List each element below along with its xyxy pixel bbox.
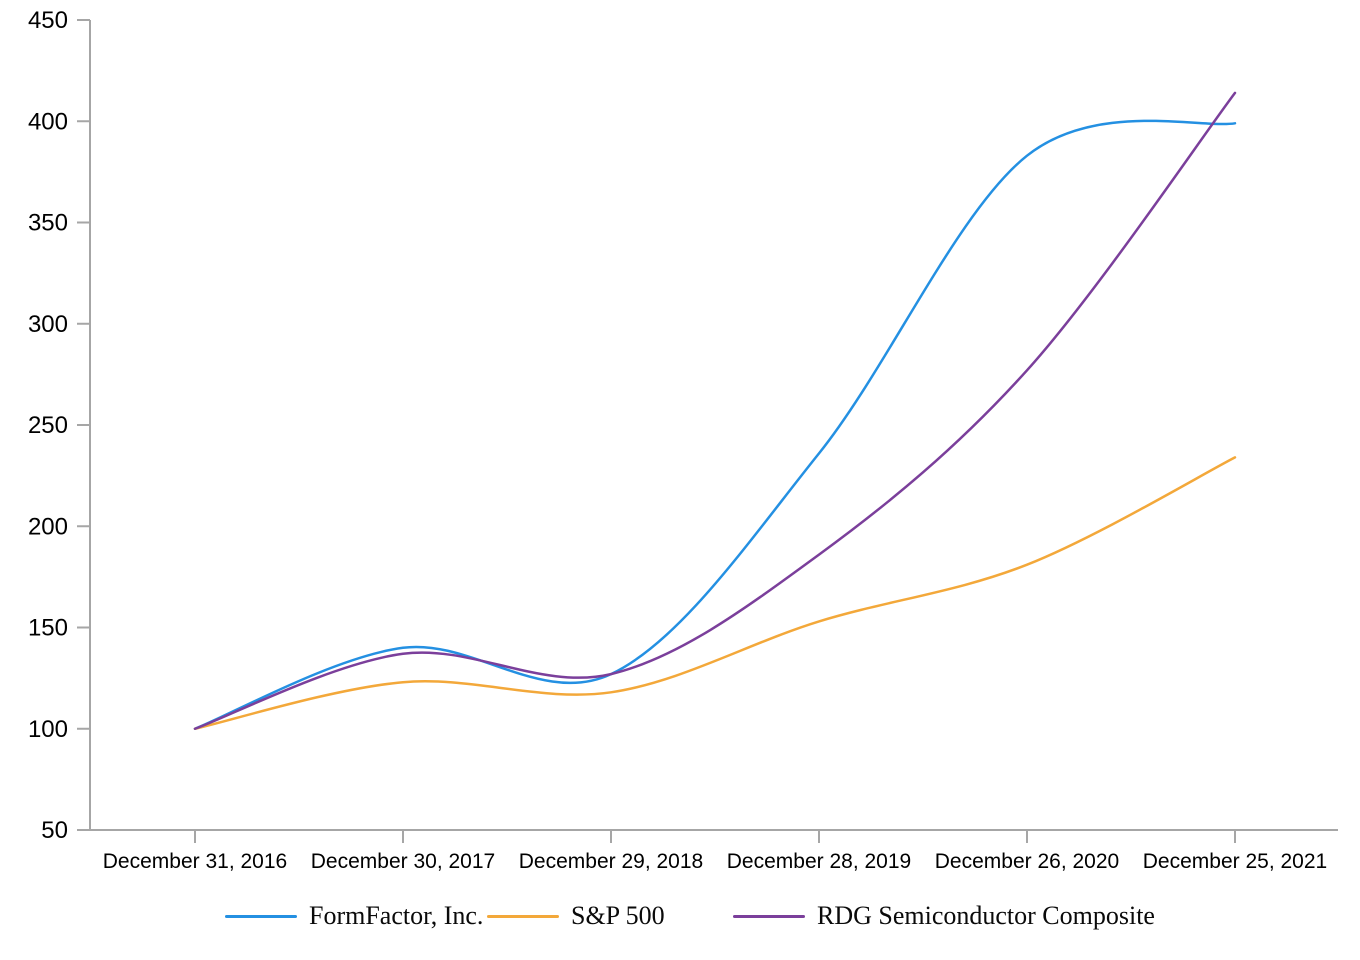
legend-label-sp500: S&P 500: [571, 901, 665, 930]
y-axis-label: 50: [41, 817, 68, 844]
legend-line-sp500-icon: [487, 914, 559, 918]
series-line-sp500: [193, 456, 1237, 730]
legend-label-rdg: RDG Semiconductor Composite: [817, 901, 1155, 930]
legend-label-formfactor: FormFactor, Inc.: [309, 901, 484, 930]
legend-line-rdg-icon: [733, 914, 805, 918]
y-axis-label: 350: [28, 210, 68, 237]
x-axis-label: December 31, 2016: [103, 850, 287, 873]
legend-item-sp500: S&P 500: [487, 896, 665, 936]
series-line-rdg: [193, 91, 1237, 730]
y-axis-label: 100: [28, 716, 68, 743]
x-axis-label: December 26, 2020: [935, 850, 1119, 873]
legend-line-formfactor-icon: [225, 914, 297, 918]
series-line-formfactor: [193, 119, 1237, 730]
chart-legend: FormFactor, Inc. S&P 500 RDG Semiconduct…: [0, 896, 1360, 940]
axis-lines: [89, 20, 1338, 831]
x-axis-label: December 25, 2021: [1143, 850, 1327, 873]
y-axis-label: 400: [28, 108, 68, 135]
y-axis-label: 250: [28, 412, 68, 439]
legend-item-rdg: RDG Semiconductor Composite: [733, 896, 1155, 936]
y-axis-label: 450: [28, 7, 68, 34]
y-axis-label: 150: [28, 615, 68, 642]
legend-item-formfactor: FormFactor, Inc.: [225, 896, 483, 936]
x-axis-label: December 30, 2017: [311, 850, 495, 873]
x-axis-label: December 29, 2018: [519, 850, 703, 873]
x-axis-label: December 28, 2019: [727, 850, 911, 873]
y-axis-label: 300: [28, 311, 68, 338]
y-axis-label: 200: [28, 513, 68, 540]
